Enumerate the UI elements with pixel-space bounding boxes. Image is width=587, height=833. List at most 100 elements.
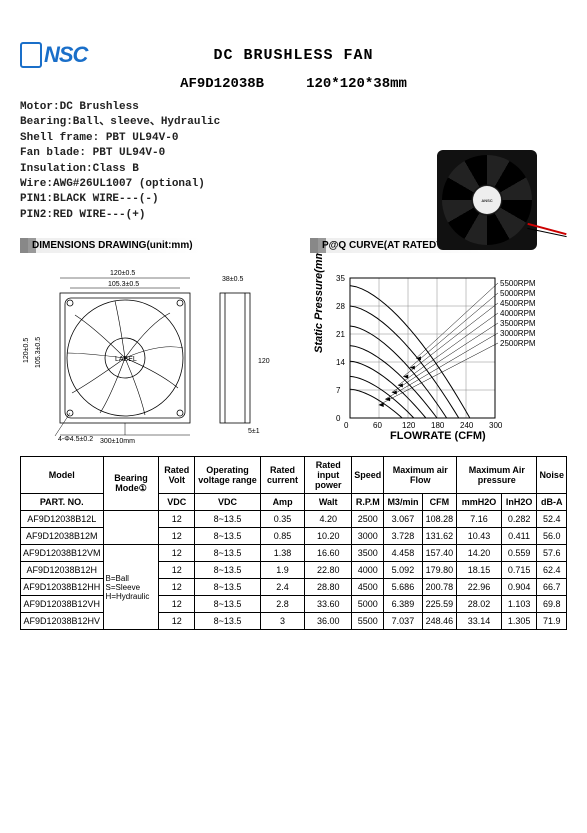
cell: 5.686 xyxy=(384,579,422,596)
svg-text:2500RPM: 2500RPM xyxy=(500,339,536,348)
cell: 5500 xyxy=(352,613,384,630)
cell: 8~13.5 xyxy=(195,528,261,545)
svg-text:240: 240 xyxy=(460,421,474,430)
cell: 248.46 xyxy=(422,613,457,630)
cell: 108.28 xyxy=(422,511,457,528)
cell: 0.85 xyxy=(260,528,304,545)
dim-five: 5±1 xyxy=(248,428,260,435)
cell: 131.62 xyxy=(422,528,457,545)
col-header: Maximum Air pressure xyxy=(457,457,537,494)
cell: 14.20 xyxy=(457,545,502,562)
cell: AF9D12038B12VH xyxy=(21,596,104,613)
col-header: Model xyxy=(21,457,104,494)
svg-text:5000RPM: 5000RPM xyxy=(500,289,536,298)
cell: 5000 xyxy=(352,596,384,613)
cell: 8~13.5 xyxy=(195,596,261,613)
cell: 52.4 xyxy=(537,511,567,528)
cell: AF9D12038B12VM xyxy=(21,545,104,562)
cell: 16.60 xyxy=(305,545,352,562)
cell: 4.458 xyxy=(384,545,422,562)
cell: 2500 xyxy=(352,511,384,528)
cell: 12 xyxy=(159,528,195,545)
col-header: Speed xyxy=(352,457,384,494)
cell: 2.8 xyxy=(260,596,304,613)
col-header: Noise xyxy=(537,457,567,494)
cell: 12 xyxy=(159,511,195,528)
cell: 36.00 xyxy=(305,613,352,630)
cell: 1.103 xyxy=(501,596,537,613)
col-header: Bearing Mode① xyxy=(103,457,159,511)
cell: 69.8 xyxy=(537,596,567,613)
cell: 0.559 xyxy=(501,545,537,562)
svg-text:180: 180 xyxy=(431,421,445,430)
svg-text:60: 60 xyxy=(373,421,382,430)
unit-header: CFM xyxy=(422,494,457,511)
svg-text:4000RPM: 4000RPM xyxy=(500,309,536,318)
cell: 3.067 xyxy=(384,511,422,528)
bearing-note: B=Ball S=Sleeve H=Hydraulic xyxy=(103,545,159,630)
cell: 3 xyxy=(260,613,304,630)
cell: 0.904 xyxy=(501,579,537,596)
cell: 2.4 xyxy=(260,579,304,596)
spec-line: Shell frame: PBT UL94V-0 xyxy=(20,131,567,146)
cell: 200.78 xyxy=(422,579,457,596)
svg-text:FLOWRATE (CFM): FLOWRATE (CFM) xyxy=(390,430,486,442)
cell: 8~13.5 xyxy=(195,545,261,562)
cell: 28.02 xyxy=(457,596,502,613)
cell: 1.9 xyxy=(260,562,304,579)
unit-header: R.P.M xyxy=(352,494,384,511)
cell: 12 xyxy=(159,579,195,596)
dim-w: 120±0.5 xyxy=(110,270,135,277)
fan-photo: ANSC xyxy=(437,150,537,250)
page-title: DC BRUSHLESS FAN xyxy=(120,47,467,64)
unit-header: VDC xyxy=(195,494,261,511)
dim-wi: 105.3±0.5 xyxy=(108,281,139,288)
svg-text:300: 300 xyxy=(489,421,503,430)
cell: 8~13.5 xyxy=(195,511,261,528)
logo-icon xyxy=(20,42,42,68)
unit-header: VDC xyxy=(159,494,195,511)
cell: 157.40 xyxy=(422,545,457,562)
cell: 10.43 xyxy=(457,528,502,545)
cell: 12 xyxy=(159,613,195,630)
svg-text:5500RPM: 5500RPM xyxy=(500,279,536,288)
dim-d: 38±0.5 xyxy=(222,276,243,283)
unit-header: Walt xyxy=(305,494,352,511)
pq-svg: Static Pressure(mmAq)FLOWRATE (CFM)06012… xyxy=(310,253,560,443)
cell: 8~13.5 xyxy=(195,613,261,630)
cell: 3000 xyxy=(352,528,384,545)
spec-line: Motor:DC Brushless xyxy=(20,100,567,115)
cell: 1.305 xyxy=(501,613,537,630)
cell: 4500 xyxy=(352,579,384,596)
spec-line: Bearing:Ball、sleeve、Hydraulic xyxy=(20,115,567,130)
cell: 12 xyxy=(159,596,195,613)
cell: 71.9 xyxy=(537,613,567,630)
cell: 8~13.5 xyxy=(195,562,261,579)
svg-text:0: 0 xyxy=(344,421,349,430)
subtitle: AF9D12038B 120*120*38mm xyxy=(20,76,567,92)
cell: 10.20 xyxy=(305,528,352,545)
dim-wire: 300±10mm xyxy=(100,438,135,443)
cell: 6.389 xyxy=(384,596,422,613)
svg-text:28: 28 xyxy=(336,302,345,311)
col-header: Rated current xyxy=(260,457,304,494)
cell: 18.15 xyxy=(457,562,502,579)
unit-header: PART. NO. xyxy=(21,494,104,511)
label-text: LABEL xyxy=(115,356,137,363)
cell: 3.728 xyxy=(384,528,422,545)
svg-text:21: 21 xyxy=(336,330,345,339)
cell: 57.6 xyxy=(537,545,567,562)
logo: NSC xyxy=(20,40,120,70)
col-header: Rated input power xyxy=(305,457,352,494)
cell: 12 xyxy=(159,545,195,562)
cell: 4000 xyxy=(352,562,384,579)
cell: 5.092 xyxy=(384,562,422,579)
svg-text:35: 35 xyxy=(336,274,345,283)
svg-text:14: 14 xyxy=(336,358,345,367)
cell: 33.60 xyxy=(305,596,352,613)
dim-h: 120±0.5 xyxy=(23,338,30,363)
model-no: AF9D12038B xyxy=(180,76,264,92)
cell: 66.7 xyxy=(537,579,567,596)
cell: AF9D12038B12M xyxy=(21,528,104,545)
dimensions-drawing: DIMENSIONS DRAWING(unit:mm) xyxy=(20,235,300,448)
